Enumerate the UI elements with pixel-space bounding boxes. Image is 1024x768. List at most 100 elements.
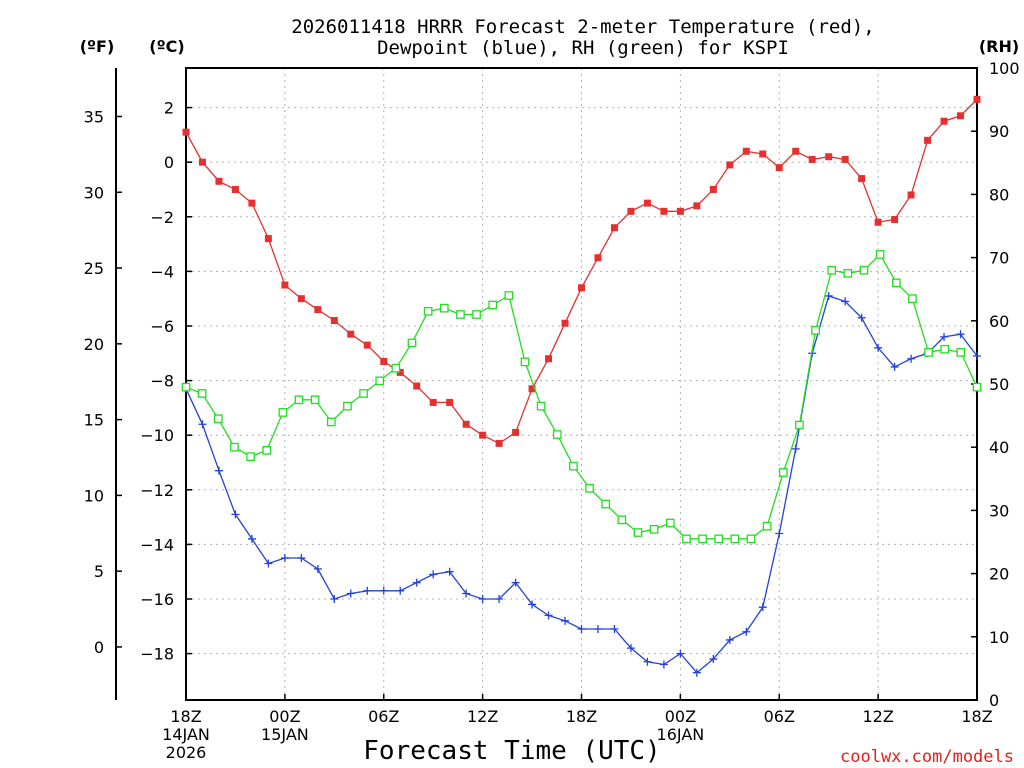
dewpoint-point bbox=[412, 578, 421, 587]
rh-point bbox=[698, 534, 707, 544]
temperature-point bbox=[281, 281, 289, 289]
temperature-point bbox=[347, 330, 355, 338]
dewpoint-point bbox=[841, 297, 850, 306]
temperature-point bbox=[479, 431, 487, 439]
temperature-point bbox=[264, 235, 272, 243]
rh-point bbox=[875, 250, 885, 259]
fahrenheit-tick-label: 35 bbox=[84, 107, 104, 126]
temperature-point bbox=[973, 95, 981, 103]
temperature-point bbox=[429, 398, 437, 406]
temperature-point bbox=[940, 117, 948, 125]
dewpoint-point bbox=[956, 330, 965, 339]
x-axis-label: Forecast Time (UTC) bbox=[363, 736, 660, 766]
rh-point bbox=[940, 344, 950, 354]
dewpoint-point bbox=[280, 554, 289, 563]
rh-point bbox=[375, 376, 385, 386]
temperature-point bbox=[528, 385, 536, 393]
dewpoint-point bbox=[495, 594, 504, 603]
rh-point bbox=[536, 401, 546, 411]
rh-point bbox=[230, 442, 239, 452]
rh-point bbox=[310, 395, 320, 405]
temperature-point bbox=[709, 185, 717, 193]
temperature-point bbox=[693, 202, 701, 210]
dewpoint-point bbox=[709, 655, 718, 664]
celsius-tick-label: −10 bbox=[140, 426, 174, 445]
temperature-point bbox=[231, 185, 239, 193]
celsius-tick-label: −18 bbox=[140, 645, 174, 664]
rh-tick-label: 50 bbox=[989, 375, 1009, 394]
temperature-point bbox=[512, 428, 520, 436]
temperature-point bbox=[726, 161, 734, 169]
temperature-point bbox=[676, 207, 684, 215]
rh-point bbox=[552, 430, 562, 439]
rh-point bbox=[326, 417, 336, 427]
rh-tick-label: 30 bbox=[989, 501, 1009, 520]
dewpoint-point bbox=[775, 529, 784, 538]
rh-point bbox=[924, 348, 933, 357]
temperature-point bbox=[495, 439, 503, 447]
dewpoint-point bbox=[626, 644, 635, 653]
credit-text: coolwx.com/models bbox=[840, 747, 1014, 767]
rh-tick-label: 80 bbox=[989, 185, 1009, 204]
celsius-tick-label: 0 bbox=[164, 153, 174, 172]
temperature-point bbox=[759, 150, 767, 158]
rh-point bbox=[569, 461, 578, 471]
dewpoint-point bbox=[561, 616, 570, 625]
dewpoint-point bbox=[643, 657, 652, 666]
rh-point bbox=[859, 265, 869, 275]
temperature-point bbox=[874, 218, 882, 226]
temperature-point bbox=[742, 147, 750, 155]
celsius-tick-label: −2 bbox=[150, 208, 174, 227]
celsius-tick-label: −16 bbox=[140, 590, 174, 609]
rh-tick-label: 60 bbox=[989, 312, 1009, 331]
rh-point bbox=[262, 446, 272, 455]
dewpoint-point bbox=[247, 534, 256, 543]
rh-point bbox=[601, 499, 611, 509]
time-tick-label: 12Z bbox=[862, 707, 893, 726]
celsius-tick-label: −8 bbox=[150, 372, 174, 391]
celsius-tick-label: 2 bbox=[164, 99, 174, 118]
dewpoint-point bbox=[528, 600, 537, 609]
temperature-point bbox=[825, 153, 833, 161]
time-tick-label: 06Z bbox=[368, 707, 399, 726]
dewpoint-point bbox=[874, 343, 883, 352]
dewpoint-point bbox=[659, 660, 668, 669]
rh-point bbox=[456, 310, 465, 319]
rh-tick-label: 10 bbox=[989, 628, 1009, 647]
rh-point bbox=[359, 389, 368, 398]
temperature-point bbox=[643, 199, 651, 207]
dewpoint-point bbox=[577, 625, 586, 634]
rh-point bbox=[246, 452, 255, 462]
rh-point bbox=[682, 534, 691, 544]
dewpoint-point bbox=[940, 332, 949, 341]
rh-point bbox=[908, 294, 917, 304]
rh-point bbox=[197, 389, 207, 398]
dewpoint-point bbox=[462, 589, 471, 598]
rh-point bbox=[520, 357, 530, 367]
dewpoint-point bbox=[214, 466, 223, 475]
rh-point bbox=[811, 325, 820, 335]
fahrenheit-tick-label: 5 bbox=[94, 562, 104, 581]
time-tick-label: 18Z bbox=[961, 707, 992, 726]
rh-point bbox=[730, 534, 740, 544]
dewpoint-point bbox=[379, 586, 388, 595]
rh-point bbox=[617, 515, 627, 525]
time-tick-label: 00Z bbox=[269, 707, 300, 726]
rh-point bbox=[504, 291, 514, 300]
celsius-tick-label: −6 bbox=[150, 317, 174, 336]
temperature-point bbox=[578, 284, 585, 292]
temperature-point bbox=[413, 382, 421, 390]
dewpoint-point bbox=[758, 603, 767, 612]
celsius-tick-label: −12 bbox=[140, 481, 174, 500]
rh-unit-label: (RH) bbox=[979, 37, 1019, 56]
dewpoint-point bbox=[478, 594, 487, 603]
plot-frame bbox=[185, 67, 978, 701]
fahrenheit-tick-label: 0 bbox=[94, 638, 104, 657]
temperature-point bbox=[215, 177, 223, 185]
celsius-unit-label: (ºC) bbox=[149, 37, 184, 56]
temperature-point bbox=[627, 207, 635, 215]
rh-tick-label: 40 bbox=[989, 438, 1009, 457]
time-tick-label: 18Z bbox=[170, 707, 201, 726]
rh-tick-label: 90 bbox=[989, 122, 1009, 141]
temperature-point bbox=[907, 191, 915, 199]
